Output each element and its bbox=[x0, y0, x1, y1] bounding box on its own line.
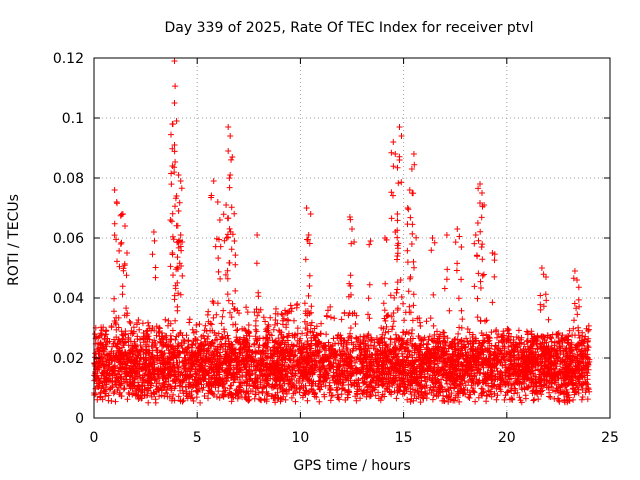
y-tick-label: 0.1 bbox=[62, 111, 84, 127]
x-tick-label: 10 bbox=[291, 430, 309, 446]
x-tick-label: 25 bbox=[601, 430, 619, 446]
x-tick-label: 20 bbox=[498, 430, 516, 446]
chart-title: Day 339 of 2025, Rate Of TEC Index for r… bbox=[165, 20, 534, 36]
x-tick-label: 15 bbox=[395, 430, 413, 446]
roti-point-markers bbox=[91, 58, 593, 406]
y-tick-label: 0.02 bbox=[53, 351, 84, 367]
y-tick-label: 0 bbox=[75, 411, 84, 427]
y-tick-label: 0.06 bbox=[53, 231, 84, 247]
data-points bbox=[91, 58, 593, 406]
y-tick-label: 0.04 bbox=[53, 291, 84, 307]
y-axis-label: ROTI / TECUs bbox=[6, 194, 22, 286]
x-tick-label: 0 bbox=[90, 430, 99, 446]
y-tick-label: 0.12 bbox=[53, 51, 84, 67]
x-tick-label: 5 bbox=[193, 430, 202, 446]
x-axis-label: GPS time / hours bbox=[293, 458, 410, 474]
axis-ticks: 0 5 10 15 20 25 0 0.02 0.04 0.06 0.08 0.1 0.12 bbox=[53, 51, 619, 446]
y-tick-label: 0.08 bbox=[53, 171, 84, 187]
